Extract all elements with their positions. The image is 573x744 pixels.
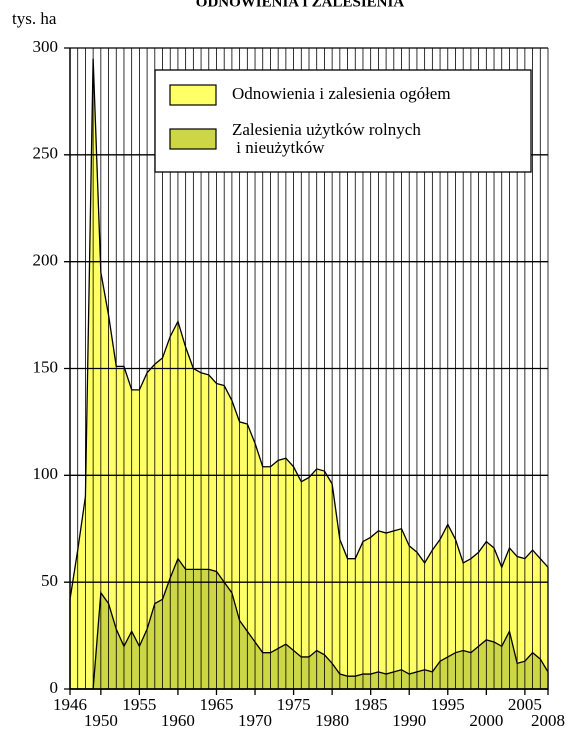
y-tick-label: 100	[33, 464, 59, 483]
y-tick-label: 300	[33, 37, 59, 56]
y-tick-label: 250	[33, 144, 59, 163]
x-tick-label: 1946	[53, 695, 87, 714]
x-tick-label: 1985	[354, 695, 388, 714]
x-tick-label: 1975	[277, 695, 311, 714]
legend: Odnowienia i zalesienia ogółem Zalesienia…	[154, 69, 532, 173]
x-tick-label: 1965	[199, 695, 233, 714]
x-tick-label: 1960	[161, 711, 195, 730]
x-tick-label: 1955	[122, 695, 156, 714]
legend-swatch	[169, 84, 217, 106]
area	[69, 58, 549, 690]
x-tick-label: 1970	[238, 711, 272, 730]
x-tick-label: 1990	[392, 711, 426, 730]
x-tick-label: 1980	[315, 711, 349, 730]
chart-title: ODNOWIENIA I ZALESIENIA	[196, 0, 405, 10]
legend-swatch	[169, 128, 217, 150]
legend-box	[154, 69, 532, 173]
x-tick-label: 2000	[469, 711, 503, 730]
y-axis-label: tys. ha	[12, 9, 57, 28]
y-tick-label: 50	[41, 571, 58, 590]
y-tick-label: 0	[50, 678, 59, 697]
x-tick-label: 2008	[531, 711, 565, 730]
x-tick-label: 2005	[508, 695, 542, 714]
x-tick-label: 1995	[431, 695, 465, 714]
legend-label: Zalesienia użytków rolnych i nieużytków	[232, 120, 421, 157]
y-tick-label: 200	[33, 251, 59, 270]
y-tick-label: 150	[33, 357, 59, 376]
legend-label: Odnowienia i zalesienia ogółem	[232, 84, 451, 103]
x-tick-label: 1950	[84, 711, 118, 730]
